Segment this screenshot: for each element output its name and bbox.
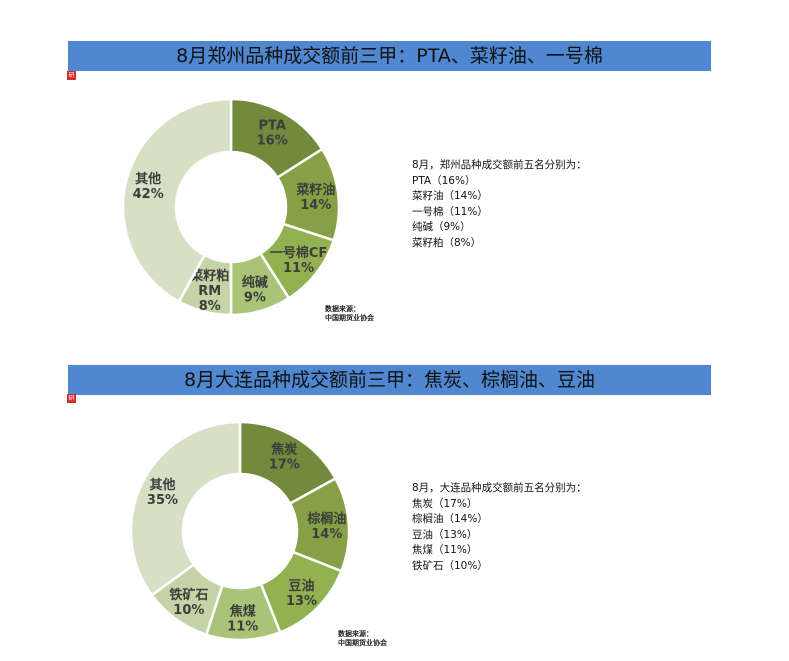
source-label: 数据来源： xyxy=(325,305,360,313)
slice-label: PTA 16% xyxy=(257,119,288,149)
source-label: 数据来源： xyxy=(338,630,373,638)
summary-line: 菜籽油（14%） xyxy=(412,190,488,203)
slice-label: 纯碱 9% xyxy=(242,275,268,306)
donut-chart-dalian: 焦炭 17% 棕榈油 14% 豆油 13% 焦煤 11% 铁矿石 10% 其他 35% xyxy=(129,420,351,642)
slice-label: 焦炭 17% xyxy=(269,442,300,473)
slice-label: 菜籽粕 RM 8% xyxy=(189,268,229,314)
source-name: 中国期货业协会 xyxy=(338,639,387,647)
summary-line: 8月，郑州品种成交额前五名分别为： xyxy=(412,159,587,171)
summary-line: 一号棉（11%） xyxy=(412,205,488,218)
donut-slice xyxy=(121,97,233,304)
logo-icon: 研 xyxy=(67,71,76,80)
slice-label: 其他 42% xyxy=(133,171,164,202)
slice-label: 一号棉CF 11% xyxy=(270,245,327,276)
chart-title-zhengzhou: 8月郑州品种成交额前三甲：PTA、菜籽油、一号棉 xyxy=(68,41,711,71)
donut-slice xyxy=(129,420,242,597)
summary-dalian: 8月，大连品种成交额前五名分别为： 焦炭（17%） 棕榈油（14%） 豆油（13… xyxy=(412,481,587,575)
source-name: 中国期货业协会 xyxy=(325,314,374,322)
summary-line: 纯碱（9%） xyxy=(412,221,471,234)
slice-label: 菜籽油 14% xyxy=(295,182,335,213)
summary-line: 棕榈油（14%） xyxy=(412,513,488,526)
summary-line: 8月，大连品种成交额前五名分别为： xyxy=(412,482,587,494)
slice-label: 棕榈油 14% xyxy=(306,511,346,542)
slice-label: 铁矿石 10% xyxy=(168,587,208,618)
summary-line: 焦炭（17%） xyxy=(412,497,478,510)
donut-chart-zhengzhou: PTA 16% 菜籽油 14% 一号棉CF 11%纯碱 9% 菜籽粕 RM 8% 其他 42% xyxy=(121,97,341,317)
logo-icon: 研 xyxy=(67,394,76,403)
slice-label: 其他 35% xyxy=(147,477,178,508)
summary-line: PTA（16%） xyxy=(412,174,476,187)
summary-line: 焦煤（11%） xyxy=(412,544,478,557)
summary-line: 豆油（13%） xyxy=(412,528,478,541)
data-source: 数据来源： 中国期货业协会 xyxy=(338,630,387,648)
summary-line: 菜籽粕（8%） xyxy=(412,236,482,249)
summary-line: 铁矿石（10%） xyxy=(412,559,488,572)
summary-zhengzhou: 8月，郑州品种成交额前五名分别为： PTA（16%） 菜籽油（14%） 一号棉（… xyxy=(412,158,587,252)
chart-title-dalian: 8月大连品种成交额前三甲：焦炭、棕榈油、豆油 xyxy=(68,365,711,395)
slice-label: 豆油 13% xyxy=(286,578,317,609)
slice-label: 焦煤 11% xyxy=(227,603,258,634)
data-source: 数据来源： 中国期货业协会 xyxy=(325,305,374,323)
